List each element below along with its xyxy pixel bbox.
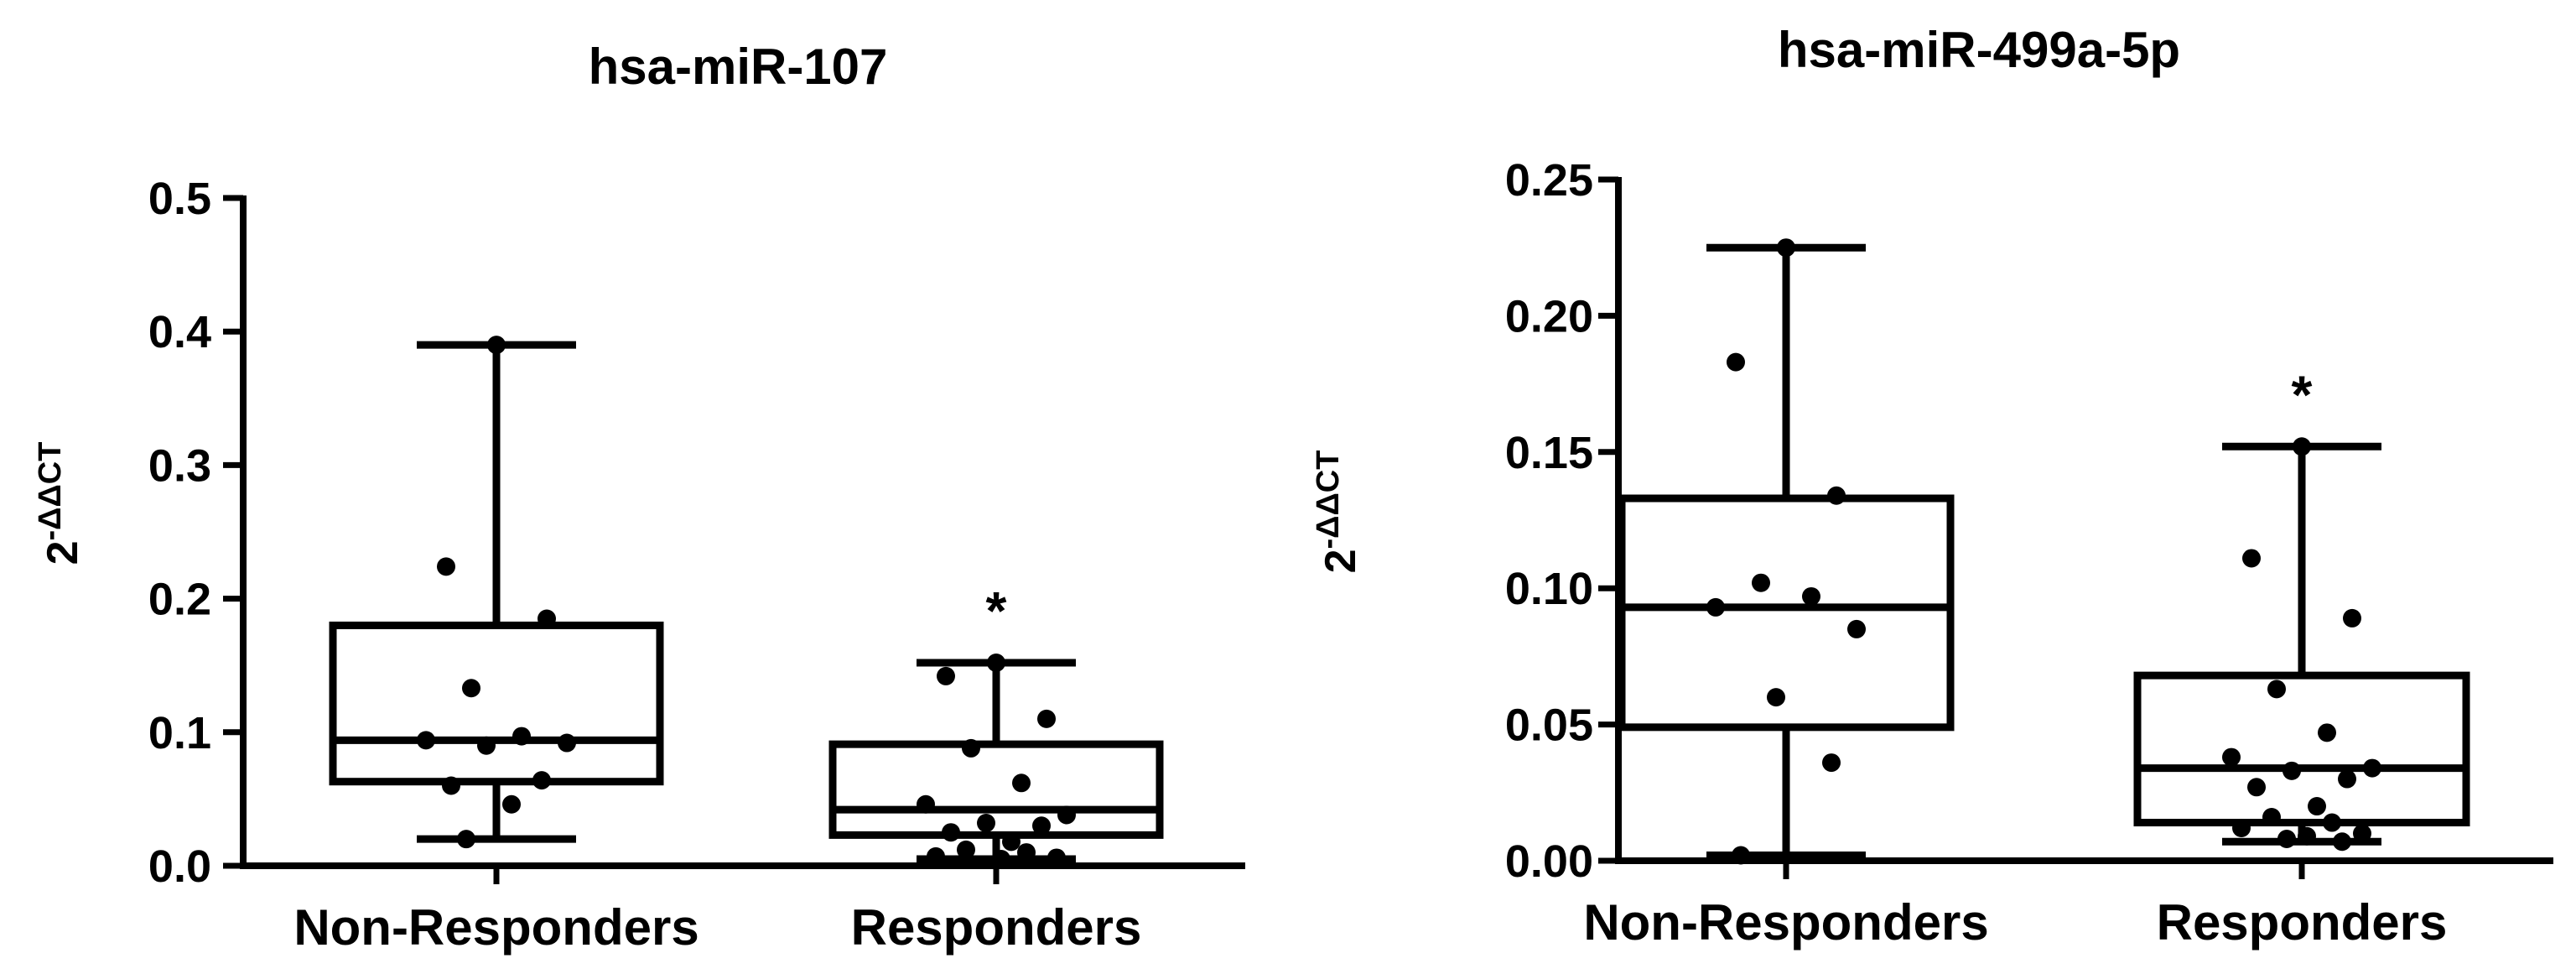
y-tick-label: 0.3 xyxy=(148,440,211,491)
data-point xyxy=(2242,549,2261,568)
y-axis-label-base: 2 xyxy=(1317,550,1365,574)
data-point xyxy=(2293,437,2311,456)
x-tick-label-responders: Responders xyxy=(851,899,1142,956)
data-point xyxy=(1727,352,1745,372)
y-tick-label: 0.2 xyxy=(148,575,211,625)
iqr-box xyxy=(828,740,1164,839)
data-point xyxy=(1012,773,1031,793)
data-point xyxy=(1822,753,1841,773)
x-tick-label-non-responders: Non-Responders xyxy=(293,899,699,956)
data-point xyxy=(917,794,935,814)
data-point xyxy=(538,609,556,628)
data-point xyxy=(927,846,945,866)
data-point xyxy=(2283,761,2301,780)
y-tick-label: 0.4 xyxy=(148,307,211,357)
data-point xyxy=(1732,846,1750,865)
significance-marker: * xyxy=(986,581,1007,641)
data-point xyxy=(532,771,551,790)
data-point xyxy=(1802,586,1820,606)
data-point xyxy=(487,336,506,355)
y-axis-label-superscript: -ΔΔCT xyxy=(1311,451,1346,550)
chart-title: hsa-miR-499a-5p xyxy=(1778,22,2180,78)
data-point xyxy=(2298,826,2316,846)
data-point xyxy=(992,850,1010,869)
data-point xyxy=(2353,824,2371,843)
data-point xyxy=(2277,830,2296,849)
data-point xyxy=(462,679,480,698)
data-point xyxy=(2267,680,2286,699)
y-tick-label: 0.05 xyxy=(1505,701,1593,751)
data-point xyxy=(2308,797,2326,816)
data-point xyxy=(987,654,1005,673)
x-tick-label-responders: Responders xyxy=(2157,894,2448,951)
chart-title: hsa-miR-107 xyxy=(589,39,888,95)
y-tick-label: 0.1 xyxy=(148,708,211,758)
data-point xyxy=(512,727,531,746)
data-point xyxy=(962,738,980,758)
data-point xyxy=(977,814,995,833)
data-point xyxy=(1057,805,1076,825)
data-point xyxy=(1767,688,1785,707)
data-point xyxy=(937,666,955,685)
y-axis-label-base: 2 xyxy=(39,541,87,565)
data-point xyxy=(1032,816,1051,836)
iqr-box xyxy=(1618,494,1955,732)
data-point xyxy=(2343,608,2361,628)
data-point xyxy=(2222,747,2241,767)
data-point xyxy=(477,736,496,755)
y-tick-label: 0.10 xyxy=(1505,564,1593,614)
iqr-box xyxy=(2133,671,2470,827)
data-point xyxy=(442,776,460,795)
data-point xyxy=(2333,832,2351,852)
y-axis-label: 2-ΔΔCT xyxy=(33,442,87,565)
data-point xyxy=(1777,238,1795,258)
data-point xyxy=(1827,486,1846,505)
data-point xyxy=(1752,573,1770,592)
data-point xyxy=(2363,758,2381,778)
y-tick-label: 0.20 xyxy=(1505,291,1593,341)
data-point xyxy=(942,823,960,842)
data-point xyxy=(2338,769,2356,789)
data-point xyxy=(1002,832,1021,852)
data-point xyxy=(1017,843,1036,862)
data-point xyxy=(1037,709,1056,728)
data-point xyxy=(1706,597,1725,617)
y-tick-label: 0.25 xyxy=(1505,155,1593,206)
data-point xyxy=(2262,808,2281,827)
x-tick-label-non-responders: Non-Responders xyxy=(1583,894,1988,951)
data-point xyxy=(502,794,521,814)
data-point xyxy=(2232,819,2251,838)
significance-marker: * xyxy=(2292,364,2313,424)
data-point xyxy=(457,830,475,849)
y-tick-label: 0.0 xyxy=(148,841,211,892)
y-axis-label: 2-ΔΔCT xyxy=(1311,451,1365,574)
data-point xyxy=(1847,619,1866,638)
y-tick-label: 0.00 xyxy=(1505,836,1593,887)
data-point xyxy=(957,840,975,859)
data-point xyxy=(2318,723,2336,742)
y-tick-label: 0.15 xyxy=(1505,428,1593,478)
data-point xyxy=(1047,848,1066,867)
panel-hsa-mir-107: hsa-miR-107 2-ΔΔCT Non-Responders Respon… xyxy=(33,39,1245,956)
iqr-box xyxy=(329,621,664,786)
y-tick-label: 0.5 xyxy=(148,174,211,224)
panel-hsa-mir-499a-5p: hsa-miR-499a-5p 2-ΔΔCT Non-Responders Re… xyxy=(1311,22,2553,951)
data-point xyxy=(417,731,435,750)
data-point xyxy=(2323,813,2341,832)
data-point xyxy=(437,557,455,576)
data-point xyxy=(558,733,576,753)
y-axis-label-superscript: -ΔΔCT xyxy=(33,442,68,541)
data-point xyxy=(2247,778,2266,797)
